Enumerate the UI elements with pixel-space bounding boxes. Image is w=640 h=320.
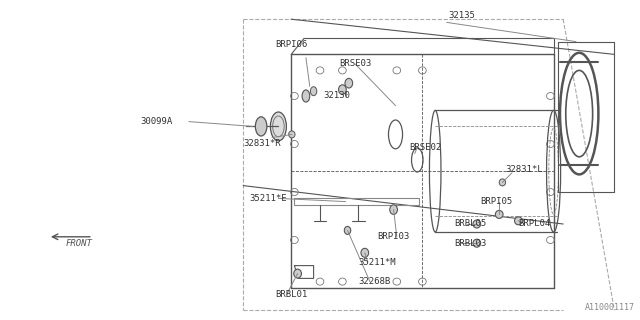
Text: BRBL05: BRBL05 [454, 220, 486, 228]
Text: FRONT: FRONT [66, 239, 93, 248]
Ellipse shape [270, 112, 287, 141]
Text: BRPL04: BRPL04 [518, 220, 550, 228]
Ellipse shape [344, 227, 351, 234]
Text: 32831*L: 32831*L [506, 165, 543, 174]
Text: BRSE03: BRSE03 [339, 60, 371, 68]
Ellipse shape [499, 179, 506, 186]
Text: 32831*R: 32831*R [243, 140, 281, 148]
Ellipse shape [390, 205, 397, 214]
Ellipse shape [289, 131, 295, 138]
Text: 32130: 32130 [323, 92, 350, 100]
Text: 32135: 32135 [448, 12, 475, 20]
Ellipse shape [302, 90, 310, 102]
Ellipse shape [345, 78, 353, 88]
Text: 30099A: 30099A [141, 117, 173, 126]
Ellipse shape [255, 117, 267, 136]
Text: BRBL03: BRBL03 [454, 239, 486, 248]
Text: 32268B: 32268B [358, 277, 390, 286]
Ellipse shape [294, 269, 301, 278]
Ellipse shape [473, 220, 481, 228]
Text: BRPI06: BRPI06 [275, 40, 307, 49]
Text: BRBL01: BRBL01 [275, 290, 307, 299]
Ellipse shape [310, 87, 317, 96]
Text: BRSE02: BRSE02 [410, 143, 442, 152]
Ellipse shape [515, 217, 522, 225]
Ellipse shape [495, 211, 503, 218]
Text: 35211*M: 35211*M [358, 258, 396, 267]
Text: A110001117: A110001117 [585, 303, 635, 312]
Text: BRPI05: BRPI05 [480, 197, 512, 206]
Ellipse shape [473, 239, 481, 247]
Ellipse shape [339, 85, 346, 94]
Text: BRPI03: BRPI03 [378, 232, 410, 241]
Ellipse shape [361, 248, 369, 257]
Text: 35211*E: 35211*E [250, 194, 287, 203]
